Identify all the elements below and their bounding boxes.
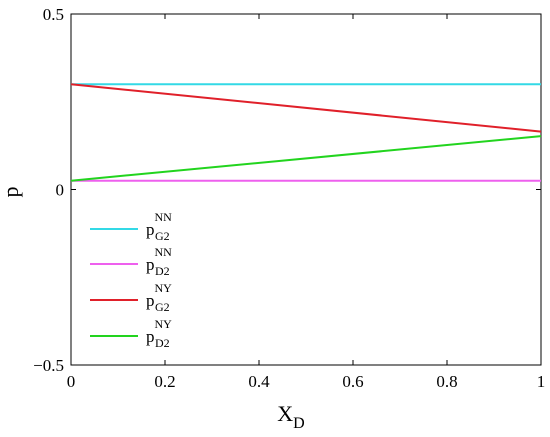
x-tick-label: 0 xyxy=(67,372,76,391)
legend-sup: NN xyxy=(155,210,173,224)
series-line-pG2NY xyxy=(70,83,542,133)
legend-sub: G2 xyxy=(155,229,170,243)
legend-sub: D2 xyxy=(155,336,170,350)
x-tick-label: 0.6 xyxy=(342,372,363,391)
legend-base: p xyxy=(146,291,155,310)
x-tick-label: 0.8 xyxy=(436,372,457,391)
legend-label-pD2NY: pNY D2 xyxy=(146,317,172,350)
legend-sub: G2 xyxy=(155,300,170,314)
x-tick-label: 0.2 xyxy=(154,372,175,391)
plot-area xyxy=(70,13,542,366)
legend-label-pD2NN: pNN D2 xyxy=(146,245,172,278)
series-line-pD2NY xyxy=(70,135,542,182)
x-axis-label-base: X xyxy=(277,401,293,426)
legend-label-pG2NY: pNY G2 xyxy=(146,281,172,314)
x-axis-label-sub: D xyxy=(293,415,305,432)
legend-sub: D2 xyxy=(155,264,170,278)
y-tick-label: 0.5 xyxy=(43,5,64,24)
legend-label-pG2NN: pNN G2 xyxy=(146,210,172,243)
x-axis-label: XD xyxy=(277,401,304,432)
y-tick-label: −0.5 xyxy=(33,356,64,375)
legend-base: p xyxy=(146,327,155,346)
legend-base: p xyxy=(146,255,155,274)
legend-sup: NY xyxy=(155,317,173,331)
y-tick-label: 0 xyxy=(56,181,65,200)
legend-sup: NY xyxy=(155,281,173,295)
x-tick-label: 1 xyxy=(537,372,546,391)
x-tick-label: 0.4 xyxy=(248,372,270,391)
axis-ticks: 0 0.2 0.4 0.6 0.8 1−0.500.5 xyxy=(33,5,545,391)
legend-base: p xyxy=(146,220,155,239)
y-axis-label: p xyxy=(0,187,23,198)
legend-sup: NN xyxy=(155,245,173,259)
series-lines xyxy=(70,83,542,182)
